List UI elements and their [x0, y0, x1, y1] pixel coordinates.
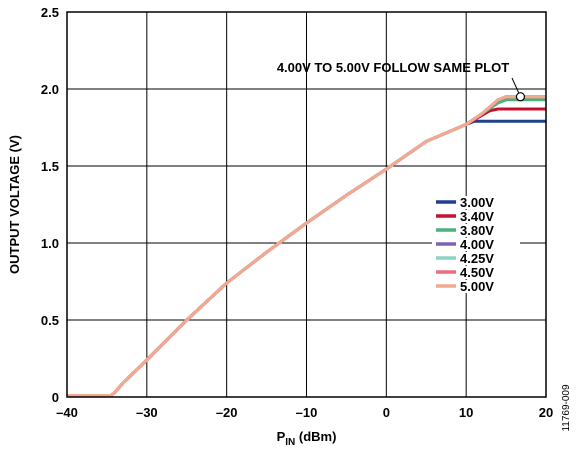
x-tick-label: 20	[539, 405, 553, 420]
x-axis-title-unit: (dBm)	[295, 429, 336, 444]
legend-label: 4.50V	[460, 265, 494, 280]
x-tick-label: 0	[383, 405, 390, 420]
series-layer	[67, 95, 546, 397]
figure-id: 11769-009	[561, 384, 572, 432]
x-axis-title-subscript: IN	[285, 437, 295, 448]
x-axis-title: PIN (dBm)	[277, 429, 337, 448]
x-tick-labels: –40 –30 –20 –10 0 10 20	[56, 405, 553, 420]
legend-item-bg	[432, 196, 520, 209]
legend-item-bg	[432, 224, 520, 237]
legend-label: 4.00V	[460, 237, 494, 252]
legend-item-bg	[432, 238, 520, 251]
legend-item-bg	[432, 280, 520, 293]
x-tick-label: –10	[296, 405, 318, 420]
annotation-text: 4.00V TO 5.00V FOLLOW SAME PLOT	[277, 60, 509, 75]
x-axis-title-main: P	[277, 429, 286, 444]
series-line	[67, 95, 546, 397]
y-tick-label: 2.0	[41, 82, 59, 97]
legend-label: 3.00V	[460, 195, 494, 210]
x-tick-label: –40	[56, 405, 78, 420]
x-tick-label: 10	[459, 405, 473, 420]
y-axis-title: OUTPUT VOLTAGE (V)	[7, 135, 22, 274]
legend-item-bg	[432, 210, 520, 223]
y-tick-label: 1.0	[41, 236, 59, 251]
y-tick-label: 0.5	[41, 313, 59, 328]
y-tick-label: 2.5	[41, 5, 59, 20]
y-tick-label: 0	[52, 390, 59, 405]
x-tick-label: –20	[216, 405, 238, 420]
legend-label: 3.80V	[460, 223, 494, 238]
annotation: 4.00V TO 5.00V FOLLOW SAME PLOT	[277, 60, 526, 102]
legend-label: 4.25V	[460, 251, 494, 266]
y-tick-label: 1.5	[41, 159, 59, 174]
legend-item-bg	[432, 266, 520, 279]
plot-frame	[66, 11, 547, 398]
y-tick-labels: 0 0.5 1.0 1.5 2.0 2.5	[41, 5, 59, 405]
annotation-marker	[515, 92, 526, 102]
legend-label: 5.00V	[460, 279, 494, 294]
x-tick-label: –30	[136, 405, 158, 420]
legend-item-bg	[432, 252, 520, 265]
legend-label: 3.40V	[460, 209, 494, 224]
